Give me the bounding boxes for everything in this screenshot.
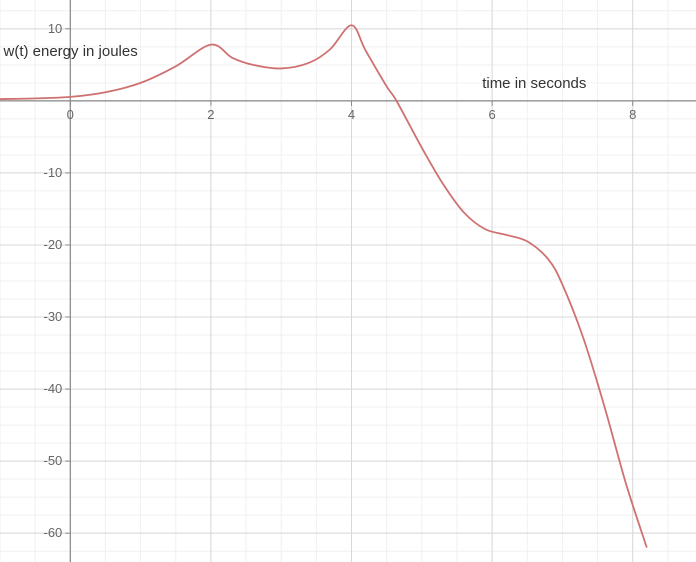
x-tick-label: 8 [629, 107, 636, 122]
x-tick-label: 6 [489, 107, 496, 122]
x-tick-label: 2 [207, 107, 214, 122]
x-axis-label: time in seconds [482, 75, 586, 92]
y-tick-label: 10 [48, 21, 62, 36]
y-tick-label: -10 [44, 165, 63, 180]
chart-svg: 0 2 4 6 8 10 -10 -20 -30 -40 -50 -60 time in seconds… [0, 0, 696, 562]
y-tick-label: -60 [44, 525, 63, 540]
y-tick-label: -20 [44, 237, 63, 252]
y-tick-label: -50 [44, 453, 63, 468]
energy-chart: 0 2 4 6 8 10 -10 -20 -30 -40 -50 -60 time in seconds… [0, 0, 696, 562]
y-axis-label: w(t) energy in joules [3, 43, 138, 60]
x-tick-label: 0 [67, 107, 74, 122]
y-tick-label: -40 [44, 381, 63, 396]
x-tick-label: 4 [348, 107, 355, 122]
energy-series-line [0, 25, 647, 547]
y-tick-label: -30 [44, 309, 63, 324]
